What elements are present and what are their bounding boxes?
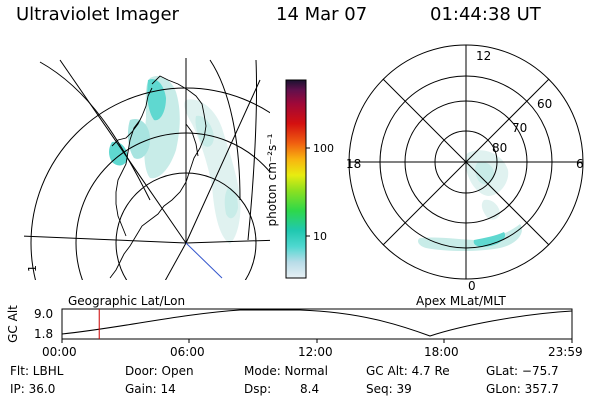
mlat-label-70: 70	[512, 121, 527, 135]
status-glat: GLat: −75.7	[486, 364, 559, 378]
map-corner-label: 1	[26, 265, 39, 272]
timeline-xtick-1200: 12:00	[298, 345, 333, 359]
mlat-label-60: 60	[537, 97, 552, 111]
timeline-xtick-2359: 23:59	[548, 345, 583, 359]
status-mode: Mode: Normal	[244, 364, 328, 378]
timeline-ylabel: GC Alt	[5, 305, 20, 343]
status-gain: Gain: 14	[125, 382, 176, 396]
status-door: Door: Open	[125, 364, 194, 378]
timeline-xtick-0000: 00:00	[42, 345, 77, 359]
status-flt: Flt: LBHL	[10, 364, 64, 378]
timeline-xtick-0600: 06:00	[170, 345, 205, 359]
polar-plot: 60 70 80 12 18 6 0	[346, 44, 584, 293]
mlt-label-12: 12	[476, 49, 491, 63]
ground-track	[185, 242, 223, 279]
lat-lon-grid	[24, 58, 270, 280]
geographic-map	[24, 58, 270, 280]
mlt-label-6: 6	[576, 157, 584, 171]
status-gcalt: GC Alt: 4.7 Re	[366, 364, 450, 378]
timeline-right-caption: Apex MLat/MLT	[416, 294, 506, 308]
mlt-label-18: 18	[346, 157, 361, 171]
timeline-left-caption: Geographic Lat/Lon	[68, 294, 186, 308]
colorbar-tick-100: 100	[313, 142, 334, 155]
timeline-xtick-1800: 18:00	[424, 345, 459, 359]
mlat-label-80: 80	[492, 141, 507, 155]
colorbar-label: photon cm⁻²s⁻¹	[265, 133, 279, 226]
colorbar-tick-10: 10	[313, 230, 327, 243]
app-title: Ultraviolet Imager	[16, 4, 179, 25]
date-label: 14 Mar 07	[276, 4, 368, 25]
mlt-label-0: 0	[468, 279, 476, 293]
colorbar: 100 10 photon cm⁻²s⁻¹	[265, 79, 334, 279]
timeline-ytick-high: 9.0	[34, 307, 54, 321]
altitude-timeline	[61, 308, 573, 343]
status-dsp-value: 8.4	[300, 382, 320, 396]
status-ip: IP: 36.0	[10, 382, 56, 396]
time-label: 01:44:38 UT	[430, 4, 541, 25]
coastline	[109, 75, 207, 279]
status-glon: GLon: 357.7	[486, 382, 559, 396]
altitude-curve	[61, 309, 573, 337]
status-seq: Seq: 39	[366, 382, 412, 396]
status-dsp-label: Dsp:	[244, 382, 272, 396]
timeline-ytick-low: 1.8	[34, 327, 54, 341]
